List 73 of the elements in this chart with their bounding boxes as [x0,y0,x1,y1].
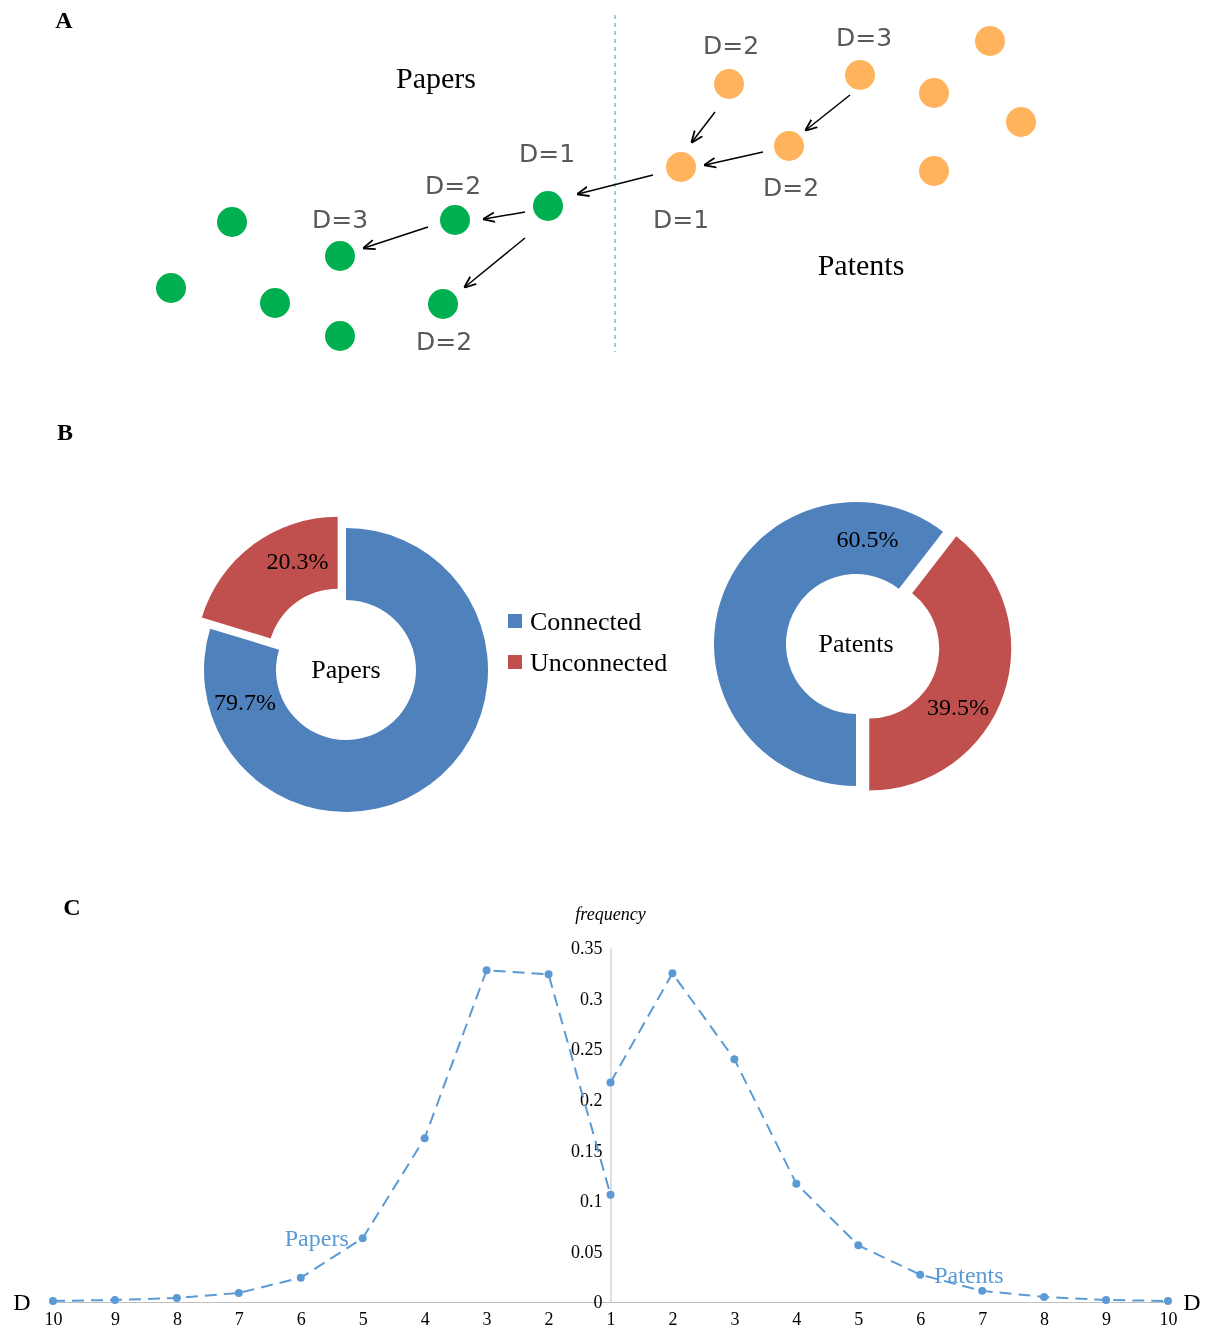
text: Patents [817,248,905,281]
point [916,1270,925,1279]
series-label: Papers [284,1225,349,1252]
point [668,969,677,978]
x-tick-label: 6 [916,1308,926,1329]
x-tick-label: 1 [606,1308,616,1329]
x-tick-label: 5 [854,1308,864,1329]
y-tick-label: 0.15 [571,1140,603,1161]
x-tick-label: 10 [1159,1308,1178,1329]
point [420,1134,429,1143]
y-tick-label: 0.1 [580,1191,603,1212]
legend-label: Unconnected [530,648,668,677]
x-tick-label: 2 [544,1308,554,1329]
x-tick-label: 8 [172,1308,182,1329]
text: C [63,894,81,920]
x-tick-label: 4 [792,1308,802,1329]
x-tick-label: 10 [44,1308,63,1329]
x-tick-label: 9 [110,1308,120,1329]
series-label: Patents [934,1261,1004,1288]
x-tick-label: 7 [978,1308,988,1329]
x-tick-label: 5 [358,1308,368,1329]
x-tick-label: 4 [420,1308,430,1329]
data-label: 39.5% [926,693,989,720]
y-tick-label: 0.25 [571,1039,603,1060]
legend-label: Connected [530,607,642,636]
data-label: 20.3% [266,547,329,574]
point [1040,1292,1049,1301]
text: A [55,7,74,33]
x-tick-label: 2 [668,1308,678,1329]
y-tick-label: 0.3 [580,988,603,1009]
x-tick-label: 3 [482,1308,492,1329]
x-tick-label: 9 [1102,1308,1112,1329]
text: D=2 [415,327,473,356]
data-label: 79.7% [213,688,276,715]
text: Patents [818,629,894,658]
point [110,1296,119,1304]
point [792,1179,801,1188]
point [296,1273,305,1282]
text: D=1 [652,205,710,234]
point [234,1288,243,1297]
text: D=3 [835,23,893,52]
y-tick-label: 0.35 [571,938,603,959]
data-label: 60.5% [836,525,899,552]
point [854,1241,863,1250]
point [358,1234,367,1243]
y-tick-label: 0.05 [571,1241,603,1262]
x-tick-label: 7 [234,1308,244,1329]
text: D=1 [518,139,576,168]
text: D=3 [311,205,369,234]
text: D=2 [762,173,820,202]
text: D [1183,1289,1201,1315]
text: D=2 [702,31,760,60]
point [1164,1297,1172,1305]
text: Papers [311,655,381,684]
x-tick-label: 6 [296,1308,306,1329]
point [978,1286,987,1295]
point [172,1293,181,1302]
point [49,1297,57,1305]
point [1102,1296,1111,1304]
point [482,966,491,975]
point [606,1078,615,1087]
y-tick-label: 0 [593,1292,603,1313]
point [606,1190,615,1199]
point [544,970,553,979]
point [730,1055,739,1064]
y-tick-label: 0.2 [580,1089,603,1110]
text: Papers [396,61,476,94]
x-tick-label: 8 [1040,1308,1050,1329]
text: B [56,419,74,445]
x-tick-label: 3 [730,1308,740,1329]
y-axis-title: frequency [575,904,646,924]
text: D=2 [424,171,482,200]
x-axis-title: D [13,1289,31,1315]
